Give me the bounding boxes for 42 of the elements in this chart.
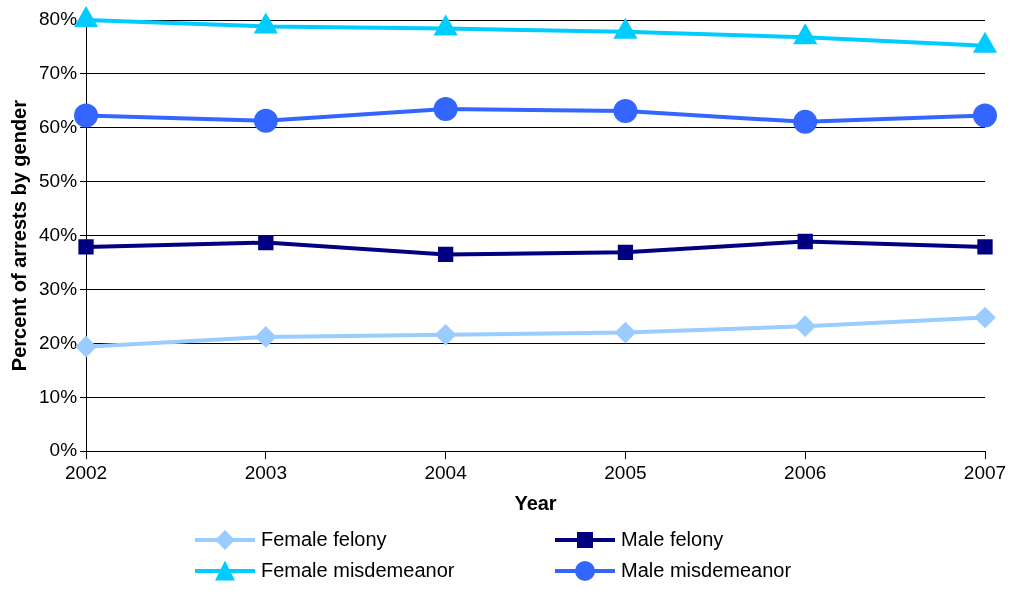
point — [795, 316, 816, 337]
y-tick-label: 50% — [39, 169, 78, 191]
y-tick-label: 30% — [39, 277, 78, 299]
point — [974, 33, 996, 53]
point — [435, 324, 456, 345]
point — [433, 96, 458, 121]
point — [258, 234, 274, 251]
point — [253, 108, 278, 133]
point — [75, 8, 97, 27]
x-axis-title: Year — [514, 491, 557, 514]
x-tick-label: 2002 — [64, 461, 108, 483]
point — [975, 307, 995, 328]
point — [797, 233, 813, 250]
point — [76, 336, 97, 357]
x-tick-label: 2006 — [784, 461, 827, 483]
y-tick-label: 70% — [39, 62, 78, 84]
point — [78, 239, 94, 255]
point — [437, 246, 454, 263]
x-tick-label: 2004 — [424, 461, 468, 483]
point — [973, 103, 997, 128]
point — [794, 25, 816, 45]
point — [793, 109, 818, 134]
point — [615, 322, 636, 343]
legend-label: Female felony — [261, 528, 387, 551]
legend-label: Male misdemeanor — [621, 559, 792, 582]
point — [613, 99, 638, 124]
y-tick-label: 60% — [39, 116, 78, 138]
x-tick-label: 2007 — [963, 461, 1007, 483]
y-tick-label: 10% — [39, 385, 78, 407]
point — [255, 326, 276, 347]
y-tick-label: 0% — [49, 439, 78, 461]
x-tick-label: 2005 — [604, 461, 647, 483]
y-tick-label: 20% — [39, 331, 78, 353]
point — [977, 239, 993, 255]
point — [617, 244, 634, 260]
legend-label: Male felony — [621, 528, 724, 551]
y-axis-title: Percent of arrests by gender — [7, 99, 30, 372]
x-tick-label: 2003 — [244, 461, 287, 483]
y-tick-label: 40% — [39, 223, 78, 245]
y-tick-label: 80% — [39, 8, 78, 30]
point — [255, 14, 277, 34]
legend-label: Female misdemeanor — [261, 559, 455, 582]
